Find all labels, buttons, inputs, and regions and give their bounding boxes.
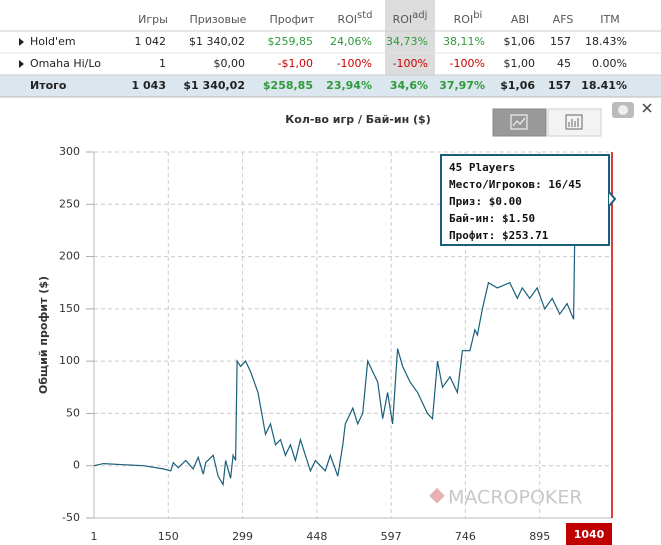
bar-icon [568,118,579,127]
tooltip-line: Бай-ин: $1.50 [449,212,535,225]
bar-icon [565,114,583,130]
column-header: ABI [511,13,529,26]
crosshair-label-bg [566,523,612,545]
cell: 1 042 [135,35,167,48]
x-tick-label: 597 [381,530,402,543]
header-sup: adj [412,10,427,21]
cell: -100% [337,57,372,70]
watermark-logo [429,487,445,504]
profit-line [93,200,613,487]
y-tick-label: 200 [59,250,80,263]
cell: 18.43% [585,35,627,48]
y-tick-label: 150 [59,302,80,315]
y-tick-label: -50 [62,511,80,524]
header-text: ROI [337,13,357,26]
tooltip-line: Приз: $0.00 [449,195,522,208]
column-header: Призовые [190,13,247,26]
expand-arrow [19,38,24,46]
x-tick-label: 150 [158,530,179,543]
expand-arrow [19,60,24,68]
cell: 38,11% [443,35,485,48]
cell: $1,06 [500,79,535,92]
cell: 1 043 [132,79,166,92]
cell: $1 340,02 [189,35,245,48]
y-tick-label: 100 [59,354,80,367]
column-header: Игры [138,13,168,26]
line-icon [512,117,526,127]
x-tick-label: 1 [91,530,98,543]
row-label: Hold'em [30,35,76,48]
y-tick-label: 250 [59,197,80,210]
cell: 34,6% [390,79,428,92]
y-tick-label: 300 [59,145,80,158]
cell: 23,94% [326,79,372,92]
header-text: ROI [454,13,474,26]
cell: 18.41% [581,79,627,92]
crosshair-label: 1040 [574,528,605,541]
cell: $1,06 [504,35,536,48]
column-header: AFS [553,13,574,26]
tooltip-pointer [608,191,617,207]
cell: 24,06% [330,35,372,48]
y-tick-label: 0 [73,459,80,472]
y-tick-label: 50 [66,406,80,419]
column-header: ROIbi [454,10,483,26]
tooltip-line: 45 Players [449,161,515,174]
cell: $258,85 [263,79,313,92]
column-header: ITM [600,13,619,26]
cell: $259,85 [268,35,314,48]
line-icon [510,114,528,130]
cell: 37,97% [439,79,485,92]
cell: -$1,00 [278,57,313,70]
camera-lens [618,105,628,115]
close-icon[interactable] [642,103,652,113]
column-header: ROIadj [393,10,428,26]
x-tick-label: 448 [306,530,327,543]
column-header: Профит [270,13,316,26]
header-text: ROI [393,13,413,26]
view-buttons [492,102,652,137]
cell: $1,00 [504,57,536,70]
tooltip-line: Место/Игроков: 16/45 [449,178,581,191]
watermark: MACROPOKER [448,487,583,509]
cell: -100% [450,57,485,70]
cell: 34,73% [386,35,428,48]
x-tick-label: 299 [232,530,253,543]
chart-title: Кол-во игр / Бай-ин ($) [285,113,430,126]
x-tick-label: 746 [455,530,476,543]
cell: 45 [557,57,571,70]
cell: $0,00 [214,57,246,70]
row-label: Omaha Hi/Lo [30,57,101,70]
cell: 1 [159,57,166,70]
cell: 157 [548,79,571,92]
cell: -100% [393,57,428,70]
cell: 157 [550,35,571,48]
x-tick-label: 895 [529,530,550,543]
row-label: Итого [30,79,67,92]
line-button[interactable] [492,108,547,137]
cell: 0.00% [592,57,627,70]
tooltip [440,154,610,246]
header-sup: std [357,10,372,21]
column-header: ROIstd [337,10,372,26]
tooltip-line: Профит: $253.71 [449,229,549,242]
header-sup: bi [473,10,482,21]
cell: $1 340,02 [183,79,245,92]
total-row-bg [0,75,661,97]
y-axis-label: Общий профит ($) [37,276,50,394]
